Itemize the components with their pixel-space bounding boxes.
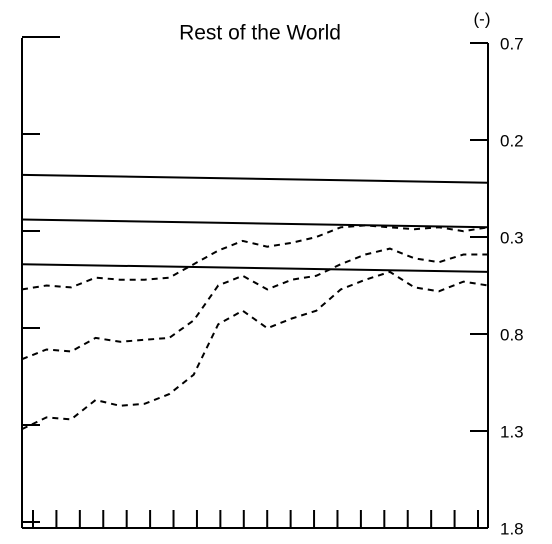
y-tick-label: 0.7 (500, 34, 524, 53)
solid-line (21, 173, 489, 184)
y-axis-label: (-) (474, 9, 491, 28)
y-tick-label: 0.3 (500, 228, 524, 247)
solid-line (21, 263, 489, 273)
dashed-line (21, 270, 489, 431)
y-tick-label: 0.8 (500, 325, 524, 344)
y-tick-label: 0.2 (500, 131, 524, 150)
dashed-line (21, 224, 489, 291)
y-tick-label: 1.8 (500, 519, 524, 538)
dashed-line (21, 247, 488, 361)
solid-line (21, 218, 489, 229)
y-tick-label: 1.3 (500, 422, 524, 441)
chart-title: Rest of the World (179, 22, 341, 45)
